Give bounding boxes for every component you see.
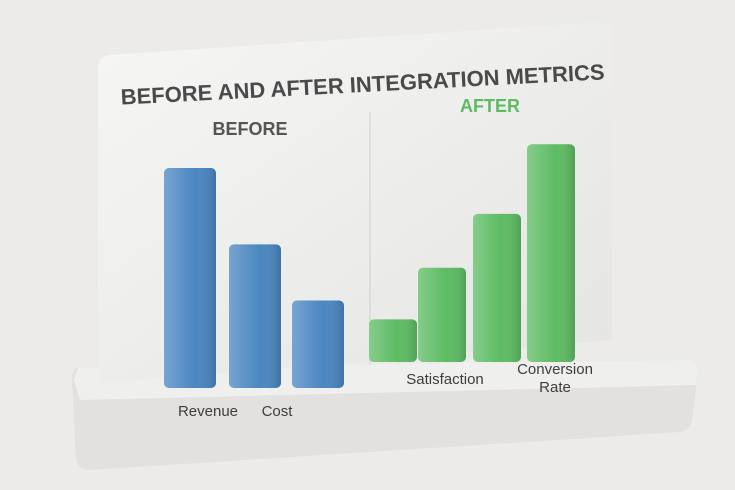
group-label: BEFORE — [212, 119, 287, 139]
bar — [292, 300, 344, 388]
group-label: AFTER — [460, 96, 520, 116]
x-tick-label: Conversion Rate — [517, 361, 593, 396]
bar — [473, 213, 521, 362]
x-tick-label: Satisfaction — [406, 371, 484, 388]
bar — [229, 244, 281, 388]
x-tick-label: Cost — [261, 403, 293, 420]
x-tick-label: Revenue — [177, 403, 239, 420]
bar — [164, 168, 216, 388]
bar — [418, 267, 466, 362]
bar — [527, 144, 575, 362]
bar — [369, 319, 417, 362]
